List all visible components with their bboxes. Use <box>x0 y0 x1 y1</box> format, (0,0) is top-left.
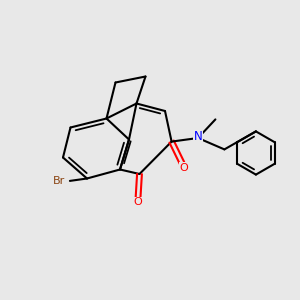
Text: Br: Br <box>53 176 65 186</box>
Text: O: O <box>179 163 188 173</box>
Text: N: N <box>194 130 202 143</box>
Text: O: O <box>134 197 142 207</box>
